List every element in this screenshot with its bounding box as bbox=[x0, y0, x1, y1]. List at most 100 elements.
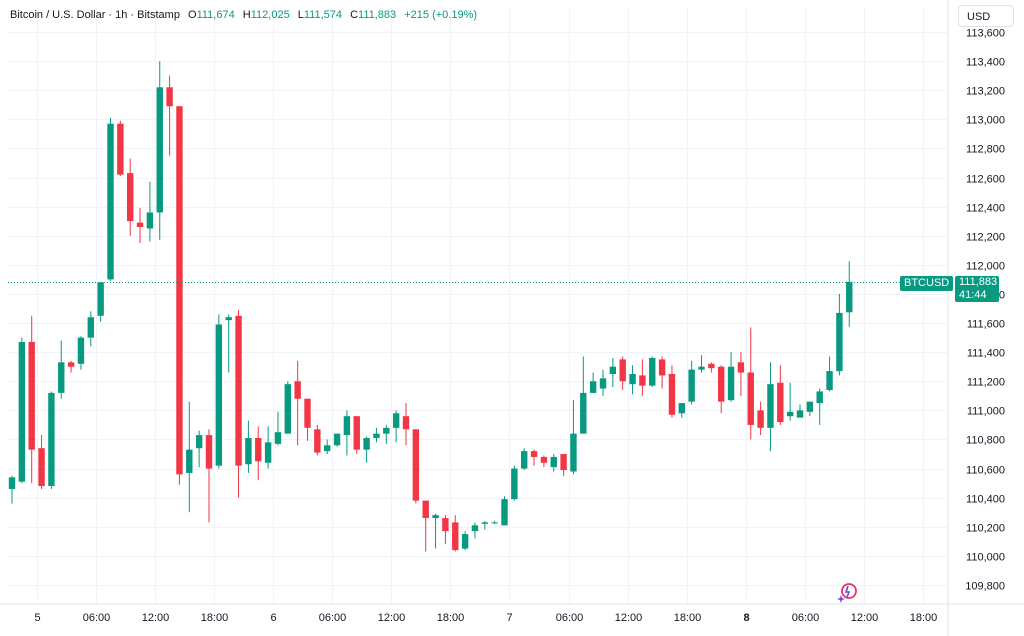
candle-body bbox=[195, 435, 203, 449]
time-tick-label: 12:00 bbox=[142, 612, 170, 624]
time-tick-label: 12:00 bbox=[378, 612, 406, 624]
candle-body bbox=[668, 373, 676, 415]
candle-body bbox=[107, 123, 114, 280]
time-tick-label: 06:00 bbox=[83, 612, 111, 624]
candle-body bbox=[136, 222, 144, 228]
price-tick-label: 109,800 bbox=[965, 581, 1005, 593]
candle-body bbox=[826, 371, 833, 390]
candle-body bbox=[570, 433, 577, 472]
symbol-description: Bitcoin / U.S. Dollar · 1h · Bitstamp bbox=[10, 9, 180, 21]
candle-up bbox=[688, 360, 695, 405]
time-tick-label: 18:00 bbox=[201, 612, 229, 624]
candle-up bbox=[461, 531, 469, 551]
candle-up bbox=[343, 410, 351, 456]
low-value: 111,574 bbox=[303, 9, 343, 21]
candle-up bbox=[796, 404, 804, 418]
candle-body bbox=[97, 282, 104, 316]
candle-up bbox=[767, 362, 774, 452]
symbol-price-tag: BTCUSD bbox=[900, 276, 954, 291]
candle-body bbox=[639, 375, 646, 386]
candle-up bbox=[215, 314, 223, 469]
candle-up bbox=[363, 436, 370, 463]
price-tick-label: 110,800 bbox=[966, 435, 1005, 447]
candle-body bbox=[796, 410, 804, 418]
time-tick-label: 5 bbox=[34, 612, 40, 624]
candle-down bbox=[176, 106, 183, 485]
candle-body bbox=[422, 500, 429, 519]
candle-down bbox=[127, 158, 134, 236]
candle-down bbox=[205, 429, 213, 523]
candle-body bbox=[215, 324, 223, 466]
candle-body bbox=[294, 381, 301, 399]
candle-body bbox=[38, 448, 45, 487]
candle-up bbox=[826, 356, 833, 392]
candle-body bbox=[304, 398, 311, 428]
candle-up bbox=[107, 117, 114, 281]
candle-down bbox=[452, 515, 459, 552]
candle-body bbox=[284, 384, 291, 434]
candle-body bbox=[127, 173, 134, 222]
candle-body bbox=[156, 87, 163, 213]
price-tick-label: 110,400 bbox=[966, 494, 1005, 506]
high-value: 112,025 bbox=[250, 9, 290, 21]
time-tick-label: 18:00 bbox=[674, 612, 702, 624]
candle-down bbox=[166, 75, 173, 156]
price-tick-label: 111,600 bbox=[967, 319, 1005, 331]
candle-down bbox=[658, 356, 666, 389]
candle-down bbox=[737, 352, 745, 396]
time-tick-label: 6 bbox=[270, 612, 276, 624]
candle-body bbox=[619, 359, 626, 382]
price-tick-label: 112,000 bbox=[966, 261, 1005, 273]
candle-up bbox=[373, 427, 380, 443]
low-label: L bbox=[297, 9, 304, 21]
candle-body bbox=[264, 442, 272, 463]
candle-body bbox=[245, 438, 252, 465]
candle-up bbox=[599, 369, 607, 396]
candle-body bbox=[688, 369, 695, 402]
candle-body bbox=[205, 435, 213, 469]
price-tick-label: 111,400 bbox=[967, 348, 1005, 360]
candle-down bbox=[560, 454, 567, 476]
lightning-logo-icon[interactable] bbox=[836, 581, 858, 603]
candle-body bbox=[481, 522, 488, 524]
candle-up bbox=[58, 340, 65, 399]
candle-down bbox=[235, 309, 242, 498]
last-price-value: 111,883 bbox=[959, 276, 998, 288]
candle-down bbox=[117, 120, 124, 177]
candle-body bbox=[373, 433, 380, 439]
candle-up bbox=[245, 420, 252, 473]
candle-up bbox=[491, 520, 498, 524]
candle-body bbox=[77, 337, 85, 364]
candle-up bbox=[48, 391, 55, 489]
candle-body bbox=[333, 433, 341, 446]
candle-down bbox=[442, 515, 449, 545]
candle-down bbox=[777, 365, 784, 425]
candle-down bbox=[619, 356, 626, 390]
price-axis[interactable]: 113,600 113,400 113,200 113,000 112,800 112,6… bbox=[965, 28, 1005, 593]
candle-down bbox=[304, 398, 311, 441]
candle-up bbox=[698, 355, 705, 373]
candle-up bbox=[471, 522, 479, 539]
candle-down bbox=[540, 455, 548, 468]
candle-body bbox=[737, 362, 745, 373]
time-tick-label: 18:00 bbox=[437, 612, 465, 624]
candle-body bbox=[432, 515, 439, 519]
candle-body bbox=[777, 382, 784, 423]
price-tick-label: 113,200 bbox=[966, 86, 1005, 98]
price-tick-label: 112,400 bbox=[966, 203, 1005, 215]
candle-body bbox=[530, 451, 538, 457]
candle-up bbox=[225, 314, 232, 373]
bar-countdown: 41:44 bbox=[959, 289, 987, 301]
candle-body bbox=[363, 438, 370, 450]
candle-down bbox=[530, 449, 538, 466]
candle-body bbox=[540, 456, 548, 463]
candle-down bbox=[38, 435, 45, 489]
candle-body bbox=[658, 359, 666, 376]
close-value: 111,883 bbox=[358, 9, 397, 21]
time-axis[interactable]: 5 06:00 12:00 18:00 6 06:00 12:00 18:00 7 06:00 12… bbox=[34, 612, 937, 624]
price-tick-label: 112,800 bbox=[966, 144, 1005, 156]
candle-body bbox=[501, 499, 508, 526]
currency-button[interactable]: USD bbox=[958, 5, 1014, 27]
